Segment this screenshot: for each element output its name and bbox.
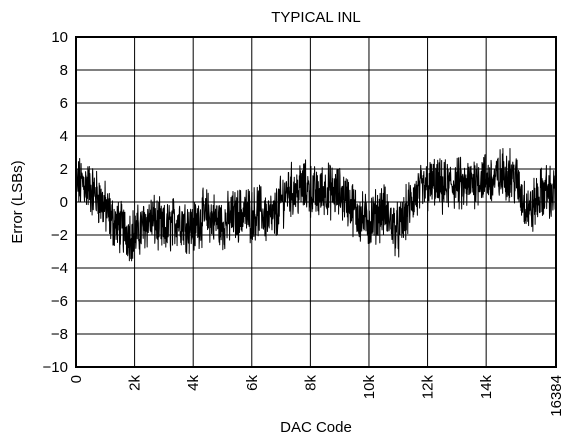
x-axis-label: DAC Code [280,419,352,436]
x-tick-label: 12k [420,375,437,400]
x-tick-label: 4k [185,375,202,391]
x-tick-label: 0 [68,375,85,383]
y-axis-label: Error (LSBs) [9,160,26,243]
y-tick-label: −8 [51,326,68,343]
x-tick-label: 16384 [548,375,565,417]
x-tick-label: 10k [361,375,378,400]
y-tick-label: −4 [51,260,68,277]
y-tick-label: −10 [43,359,68,376]
x-tick-labels: 0 2k 4k 6k 8k 10k 12k 14k 16384 [68,375,565,417]
chart-title: TYPICAL INL [271,9,360,26]
plot-frame [75,36,557,368]
y-tick-label: 8 [60,62,68,79]
x-tick-label: 2k [127,375,144,391]
y-tick-label: 2 [60,161,68,178]
x-tick-label: 14k [478,375,495,400]
y-tick-label: 6 [60,95,68,112]
y-tick-label: −2 [51,227,68,244]
x-tick-label: 6k [244,375,261,391]
y-tick-label: 0 [60,194,68,211]
y-tick-labels: −10 −8 −6 −4 −2 0 2 4 6 8 10 [43,29,68,376]
x-tick-label: 8k [302,375,319,391]
y-tick-label: 4 [60,128,68,145]
y-tick-label: −6 [51,293,68,310]
inl-series-line [75,147,557,262]
y-tick-label: 10 [51,29,68,46]
data-layer [75,147,557,262]
